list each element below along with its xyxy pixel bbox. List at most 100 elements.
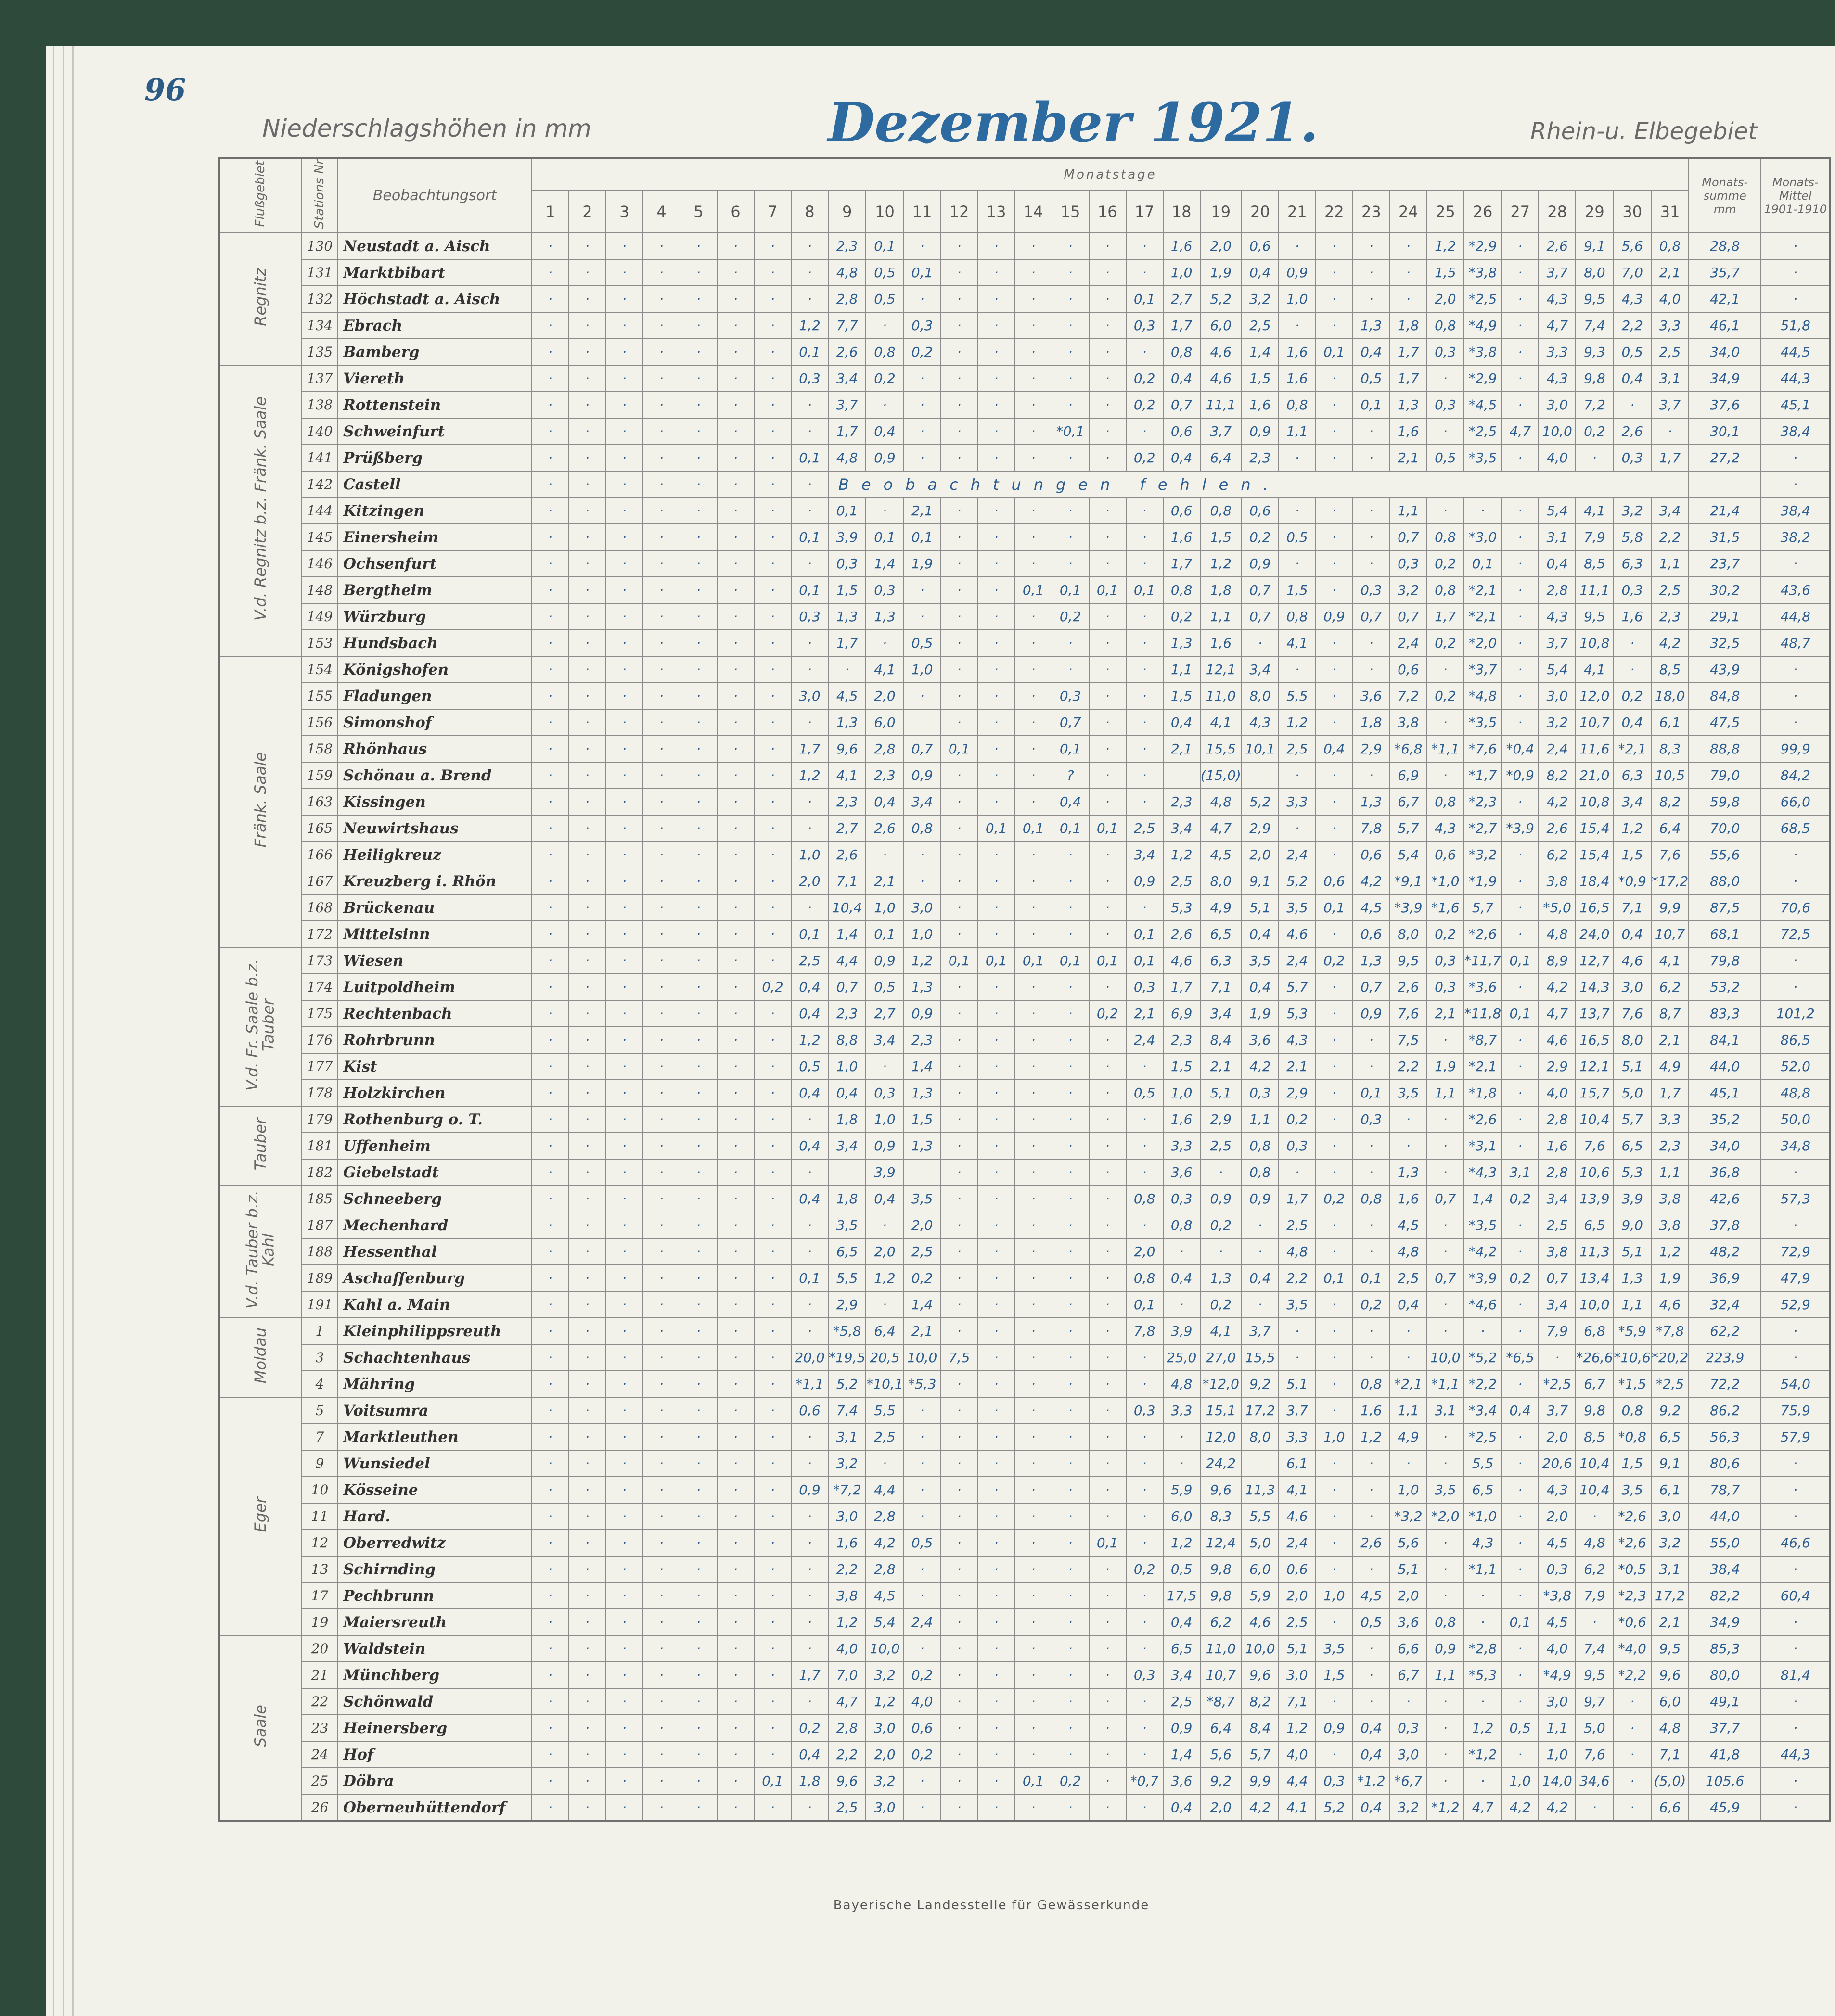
station-row: Eger 5 Voitsumra · · · · · · · 0,6 7,4 5,5 · · · · · · 0,3 3… xyxy=(219,1397,1831,1636)
day-value: · xyxy=(1088,973,1127,1001)
day-value: · xyxy=(1125,1159,1164,1186)
month-sum: 84,1 xyxy=(1688,1026,1762,1054)
day-value: 3,2 xyxy=(1389,1794,1427,1822)
month-sum: 84,8 xyxy=(1688,682,1762,710)
day-value: 1,2 xyxy=(1162,841,1201,868)
day-value: 0,4 xyxy=(790,1079,829,1107)
day-value: · xyxy=(605,497,643,524)
day-value: 9,8 xyxy=(1575,365,1614,392)
day-value: · xyxy=(679,1053,718,1080)
day-value: 4,8 xyxy=(1538,920,1577,948)
day-value: · xyxy=(1352,1026,1390,1054)
station-name: Oberneuhüttendorf xyxy=(337,1794,532,1822)
station-row: 182 Giebelstadt · · · · · · · · 3,9 · · · · · · 3,6 · 0,8 · ·… xyxy=(219,1159,1831,1186)
day-value: · xyxy=(716,1053,755,1080)
day-value: 5,4 xyxy=(1538,656,1577,683)
station-number: 187 xyxy=(301,1212,338,1239)
day-value: · xyxy=(940,418,978,445)
day-value: · xyxy=(977,259,1015,286)
day-value: 11,1 xyxy=(1199,391,1242,419)
month-sum: 49,1 xyxy=(1688,1688,1762,1715)
station-number: 138 xyxy=(301,391,338,419)
day-value: · xyxy=(1426,1423,1464,1451)
day-value: 2,9 xyxy=(1352,735,1390,763)
day-value: · xyxy=(1014,1159,1052,1186)
day-value: · xyxy=(1501,1106,1540,1133)
day-value: · xyxy=(977,232,1015,260)
day-value: · xyxy=(940,1608,978,1636)
day-value: 3,1 xyxy=(1501,1159,1540,1186)
day-value: 0,1 xyxy=(790,338,829,366)
day-value: · xyxy=(1501,259,1540,286)
day-value: · xyxy=(1278,232,1316,260)
day-value: · xyxy=(1613,391,1652,419)
day-value: · xyxy=(531,1423,569,1451)
day-value: · xyxy=(1501,550,1540,577)
day-value: 0,9 xyxy=(1162,1714,1201,1742)
month-mean: · xyxy=(1760,1714,1831,1742)
day-value: · xyxy=(605,1688,643,1715)
month-sum: 30,1 xyxy=(1688,418,1762,445)
day-value: 2,0 xyxy=(1426,285,1464,313)
day-value: 5,1 xyxy=(1199,1079,1242,1107)
day-value: 10,7 xyxy=(1199,1661,1242,1689)
month-sum: 47,5 xyxy=(1688,709,1762,736)
day-number: 16 xyxy=(1088,190,1127,233)
day-value: · xyxy=(716,947,755,974)
day-value: · xyxy=(679,1714,718,1742)
day-value: · xyxy=(1088,391,1127,419)
day-value: 0,3 xyxy=(1162,1185,1201,1212)
station-row: 142 Castell · · · · · · · · Beobachtungen fehlen. · xyxy=(219,471,1831,498)
day-value: · xyxy=(940,762,978,789)
month-sum: 38,4 xyxy=(1688,1556,1762,1583)
day-value: 2,1 xyxy=(1426,1000,1464,1027)
day-value: · xyxy=(1613,1794,1652,1822)
day-value: · xyxy=(903,682,941,710)
day-value: 1,1 xyxy=(1389,1397,1427,1424)
day-value: · xyxy=(1501,232,1540,260)
day-value: · xyxy=(1575,444,1614,472)
day-value: · xyxy=(1125,894,1164,921)
day-value: · xyxy=(1426,1317,1464,1345)
day-value: · xyxy=(1315,682,1353,710)
day-value: 0,2 xyxy=(1051,603,1090,630)
day-value: 2,4 xyxy=(1278,1529,1316,1557)
station-name: Simonshof xyxy=(337,709,532,736)
day-value: · xyxy=(642,1264,680,1292)
day-value: 10,4 xyxy=(1575,1106,1614,1133)
day-value: 6,6 xyxy=(1389,1635,1427,1662)
station-row: 141 Prüßberg · · · · · · · 0,1 4,8 0,9 · · · · · · 0,2 0,4 6… xyxy=(219,444,1831,472)
day-value: 4,6 xyxy=(1199,338,1242,366)
day-value: · xyxy=(1051,1503,1090,1530)
day-value: 2,3 xyxy=(865,762,904,789)
day-value: · xyxy=(1315,1556,1353,1583)
day-value: · xyxy=(568,735,606,763)
day-value: · xyxy=(753,1688,792,1715)
station-row: 181 Uffenheim · · · · · · · 0,4 3,4 0,9 1,3 · · · · · · 3,3… xyxy=(219,1132,1831,1160)
day-value: 2,1 xyxy=(1389,444,1427,472)
day-value: 0,8 xyxy=(1426,576,1464,604)
day-value: · xyxy=(642,841,680,868)
day-value: *1,1 xyxy=(790,1370,829,1398)
day-value: 2,0 xyxy=(1538,1503,1577,1530)
day-value: · xyxy=(977,1079,1015,1107)
day-value: · xyxy=(605,920,643,948)
day-value: 1,7 xyxy=(827,629,867,657)
day-value: · xyxy=(1125,1370,1164,1398)
day-value: · xyxy=(679,1476,718,1504)
station-row: 140 Schweinfurt · · · · · · · · 1,7 0,4 · · · · *0,1 · · 0,… xyxy=(219,418,1831,445)
day-value: *1,2 xyxy=(1426,1794,1464,1822)
day-value: 3,4 xyxy=(1125,841,1164,868)
day-value: · xyxy=(605,285,643,313)
day-number: 11 xyxy=(903,190,941,233)
day-value: 8,8 xyxy=(827,1026,867,1054)
day-value: · xyxy=(605,1608,643,1636)
day-value: 9,1 xyxy=(1575,232,1614,260)
day-number: 20 xyxy=(1241,190,1279,233)
month-sum: 87,5 xyxy=(1688,894,1762,921)
month-mean: 57,3 xyxy=(1760,1185,1831,1212)
day-value: · xyxy=(568,894,606,921)
day-value: 1,4 xyxy=(1463,1185,1502,1212)
day-value: 1,7 xyxy=(1162,550,1201,577)
day-value: · xyxy=(790,1688,829,1715)
